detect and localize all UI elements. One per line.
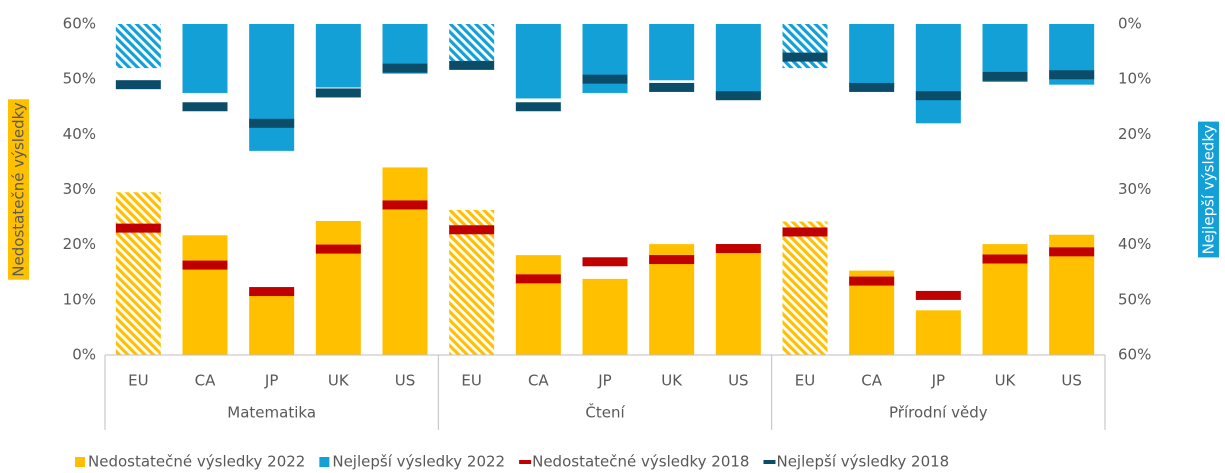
bar bbox=[782, 221, 828, 355]
marker-2018 bbox=[1049, 247, 1095, 257]
marker-2018 bbox=[782, 227, 828, 237]
bar bbox=[515, 255, 561, 355]
x-tick-label: CA bbox=[861, 372, 882, 390]
legend-label: Nejlepší výsledky 2022 bbox=[332, 453, 505, 471]
x-tick-label: JP bbox=[597, 372, 611, 390]
bar bbox=[382, 167, 428, 355]
legend-swatch bbox=[75, 457, 85, 467]
axis-label-box bbox=[1198, 121, 1219, 258]
legend-swatch bbox=[763, 460, 776, 464]
bar bbox=[315, 220, 361, 355]
marker-2018 bbox=[1049, 70, 1095, 80]
axis-title: Nejlepší výsledky bbox=[1200, 124, 1218, 254]
x-tick-label: EU bbox=[128, 372, 148, 390]
group-label: Matematika bbox=[227, 404, 316, 422]
marker-2018 bbox=[182, 102, 228, 112]
y2-tick-label: 0% bbox=[1118, 15, 1142, 33]
y-tick-label: 60% bbox=[63, 15, 96, 33]
x-tick-label: US bbox=[728, 372, 749, 390]
marker-2018 bbox=[515, 274, 561, 284]
marker-2018 bbox=[915, 91, 961, 101]
axis-title: Nedostatečné výsledky bbox=[10, 102, 28, 277]
x-tick-label: UK bbox=[328, 372, 350, 390]
x-tick-label: UK bbox=[995, 372, 1017, 390]
legend-swatch bbox=[519, 460, 532, 464]
marker-2018 bbox=[115, 80, 161, 90]
bar bbox=[515, 24, 561, 99]
marker-2018 bbox=[449, 225, 495, 235]
legend-label: Nejlepší výsledky 2018 bbox=[776, 453, 949, 471]
y-tick-label: 50% bbox=[63, 70, 96, 88]
marker-2018 bbox=[715, 91, 761, 101]
bar bbox=[249, 294, 295, 355]
y-tick-label: 20% bbox=[63, 235, 96, 253]
legend-label: Nedostatečné výsledky 2018 bbox=[532, 453, 749, 471]
group-label: Přírodní vědy bbox=[889, 404, 988, 422]
axis-label-box bbox=[8, 99, 29, 280]
group-label: Čtení bbox=[585, 403, 625, 422]
bar bbox=[115, 24, 161, 69]
marker-2018 bbox=[849, 82, 895, 92]
y2-tick-label: 60% bbox=[1118, 346, 1151, 364]
marker-2018 bbox=[649, 255, 695, 265]
axis-label: Nedostatečné výsledky bbox=[8, 99, 29, 280]
marker-2018 bbox=[115, 223, 161, 233]
y2-tick-label: 10% bbox=[1118, 70, 1151, 88]
x-tick-label: EU bbox=[461, 372, 481, 390]
bar bbox=[649, 24, 695, 81]
x-tick-label: JP bbox=[264, 372, 278, 390]
marker-2018 bbox=[582, 74, 628, 84]
x-tick-label: CA bbox=[528, 372, 549, 390]
legend-label: Nedostatečné výsledky 2022 bbox=[88, 453, 305, 471]
x-tick-label: UK bbox=[661, 372, 683, 390]
marker-2018 bbox=[182, 260, 228, 270]
x-tick-label: JP bbox=[931, 372, 945, 390]
marker-2018 bbox=[782, 52, 828, 62]
marker-2018 bbox=[382, 63, 428, 73]
bar bbox=[249, 24, 295, 151]
y-tick-label: 40% bbox=[63, 125, 96, 143]
legend-swatch bbox=[319, 457, 330, 467]
y2-tick-label: 20% bbox=[1118, 125, 1151, 143]
bar bbox=[715, 246, 761, 355]
bar bbox=[182, 24, 228, 93]
y-tick-label: 10% bbox=[63, 290, 96, 308]
bar bbox=[449, 24, 495, 63]
bar bbox=[849, 24, 895, 88]
x-tick-label: CA bbox=[195, 372, 216, 390]
bar bbox=[915, 310, 961, 355]
y2-tick-label: 30% bbox=[1118, 180, 1151, 198]
x-tick-label: US bbox=[1061, 372, 1082, 390]
marker-2018 bbox=[449, 60, 495, 70]
marker-2018 bbox=[915, 290, 961, 300]
marker-2018 bbox=[582, 257, 628, 267]
marker-2018 bbox=[649, 82, 695, 92]
y-tick-label: 0% bbox=[72, 346, 96, 364]
marker-2018 bbox=[715, 244, 761, 254]
marker-2018 bbox=[315, 244, 361, 254]
marker-2018 bbox=[249, 118, 295, 128]
marker-2018 bbox=[382, 200, 428, 210]
bar bbox=[915, 24, 961, 124]
bar bbox=[315, 24, 361, 88]
marker-2018 bbox=[315, 88, 361, 98]
bar bbox=[182, 235, 228, 355]
axis-label: Nejlepší výsledky bbox=[1198, 121, 1219, 258]
marker-2018 bbox=[249, 287, 295, 297]
marker-2018 bbox=[849, 276, 895, 286]
x-tick-label: US bbox=[395, 372, 416, 390]
bar bbox=[115, 192, 161, 355]
marker-2018 bbox=[982, 71, 1028, 81]
marker-2018 bbox=[982, 254, 1028, 264]
y2-tick-label: 50% bbox=[1118, 290, 1151, 308]
x-tick-label: EU bbox=[795, 372, 815, 390]
y2-tick-label: 40% bbox=[1118, 235, 1151, 253]
bar bbox=[582, 278, 628, 355]
bar bbox=[715, 24, 761, 99]
marker-2018 bbox=[515, 102, 561, 112]
y-tick-label: 30% bbox=[63, 180, 96, 198]
